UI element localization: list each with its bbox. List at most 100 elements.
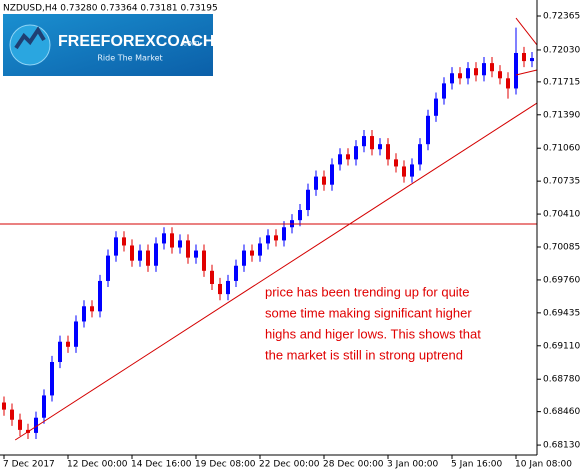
candle-body (482, 63, 486, 76)
candle-body (194, 250, 198, 258)
x-tick-label: 5 Jan 16:00 (451, 460, 503, 470)
candle-body (138, 250, 142, 261)
symbol-header: NZDUSD,H4 0.73280 0.73364 0.73181 0.7319… (3, 4, 218, 14)
candle-body (66, 341, 70, 347)
x-tick-label: 28 Dec 00:00 (323, 460, 384, 470)
candle-body (298, 210, 302, 221)
y-tick-label: 0.68130 (543, 441, 580, 451)
candle-body (490, 63, 494, 72)
candle-body (210, 270, 214, 284)
x-tick-label: 7 Dec 2017 (3, 460, 55, 470)
candle-body (346, 154, 350, 160)
logo-bull (14, 26, 46, 50)
logo-name: FREEFOREXCOACH (58, 33, 214, 50)
y-tick-label: 0.70410 (543, 210, 580, 220)
candle-body (442, 83, 446, 99)
candle-body (82, 306, 86, 322)
candle-body (506, 78, 510, 89)
drawn-line (14, 102, 538, 441)
candle-body (74, 321, 78, 347)
drawn-line (515, 69, 538, 76)
candle-body (114, 237, 118, 256)
annotation-line: some time making significant higher (265, 305, 472, 320)
annotation-line: highs and higer lows. This shows that (265, 326, 481, 341)
y-tick-label: 0.68780 (543, 375, 580, 385)
candle-body (282, 227, 286, 241)
candle-body (162, 233, 166, 244)
candle-body (90, 306, 94, 312)
x-tick-label: 3 Jan 00:00 (387, 460, 439, 470)
candle-body (402, 166, 406, 177)
candle-body (498, 71, 502, 79)
candle-body (18, 419, 22, 430)
annotation-line: the market is still in strong uptrend (265, 347, 463, 362)
y-tick-label: 0.72365 (543, 12, 580, 22)
x-tick-label: 19 Dec 08:00 (195, 460, 256, 470)
candle-body (458, 73, 462, 79)
candle-body (370, 136, 374, 150)
candle-body (250, 250, 254, 256)
candle-body (218, 283, 222, 295)
candle-body (146, 250, 150, 266)
candle-body (514, 52, 518, 89)
candle-body (266, 235, 270, 244)
candle-body (522, 52, 526, 62)
candle-body (122, 237, 126, 246)
candle-body (410, 164, 414, 177)
candle-body (202, 250, 206, 271)
candle-body (418, 144, 422, 165)
x-tick-label: 10 Jan 08:00 (515, 460, 572, 470)
candle-body (258, 243, 262, 256)
annotation-line: price has been trending up for quite (265, 284, 470, 299)
candle-body (354, 146, 358, 160)
candle-body (130, 245, 134, 261)
candle-body (170, 233, 174, 248)
candle-body (338, 154, 342, 165)
candle-body (466, 68, 470, 79)
logo: FREEFOREXCOACH .com Ride The Market (3, 14, 214, 76)
candle-body (42, 395, 46, 418)
y-tick-label: 0.69110 (543, 341, 580, 351)
candle-body (378, 144, 382, 150)
candle-body (50, 361, 54, 396)
y-tick-label: 0.71390 (543, 110, 580, 120)
candle-body (226, 280, 230, 295)
candle-body (330, 164, 334, 185)
candle-body (386, 144, 390, 160)
candle-body (426, 115, 430, 145)
y-tick-label: 0.72030 (543, 45, 580, 55)
x-tick-label: 22 Dec 00:00 (259, 460, 320, 470)
x-tick-label: 12 Dec 00:00 (67, 460, 128, 470)
drawn-line (515, 17, 538, 46)
plot-area (0, 17, 538, 441)
candle-body (434, 98, 438, 116)
y-tick-label: 0.68460 (543, 407, 580, 417)
candle-body (274, 235, 278, 241)
y-tick-label: 0.69435 (543, 308, 580, 318)
candle-body (314, 176, 318, 190)
logo-tagline: Ride The Market (97, 54, 162, 63)
y-tick-label: 0.69760 (543, 275, 580, 285)
y-tick-label: 0.70735 (543, 177, 580, 187)
candle-body (306, 189, 310, 211)
candle-body (394, 159, 398, 167)
candle-body (98, 280, 102, 312)
candle-body (154, 243, 158, 266)
candle-body (10, 409, 14, 420)
logo-suffix: .com (180, 39, 200, 48)
candle-body (474, 68, 478, 76)
candle-body (322, 176, 326, 185)
candle-body (186, 240, 190, 258)
candle-body (450, 73, 454, 84)
candle-body (178, 240, 182, 248)
candle-body (234, 265, 238, 281)
candle-body (106, 255, 110, 281)
candle-body (58, 341, 62, 362)
y-tick-label: 0.71060 (543, 144, 580, 154)
candle-body (530, 58, 534, 62)
y-tick-label: 0.70085 (543, 243, 580, 253)
x-tick-label: 14 Dec 16:00 (131, 460, 192, 470)
